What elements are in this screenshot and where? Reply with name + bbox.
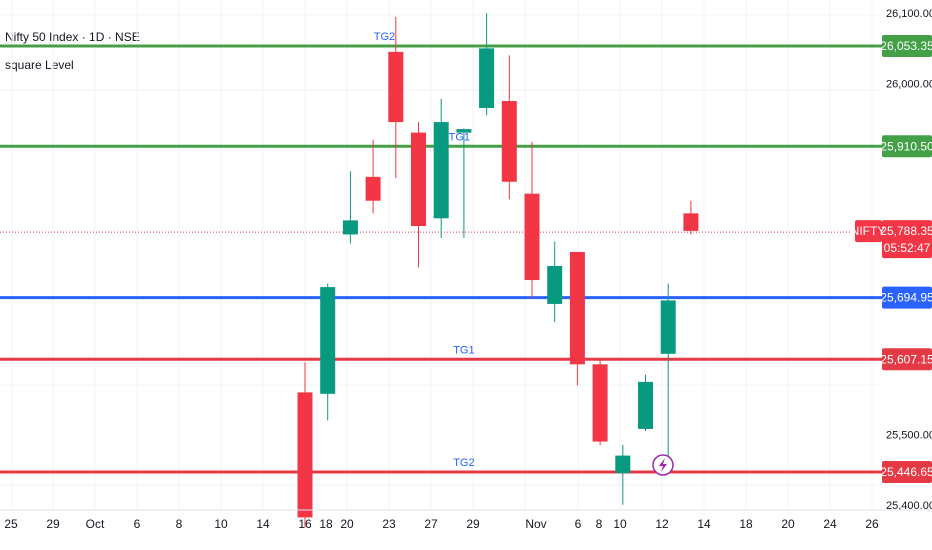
candle-body (638, 381, 653, 429)
x-tick-label: 12 (655, 517, 669, 531)
candle-body (342, 220, 358, 235)
y-tick-label: 26,000.00 (886, 78, 932, 90)
x-tick-label: 6 (134, 517, 141, 531)
x-tick-label: 10 (214, 517, 228, 531)
price-badge-label: 26,053.35 (880, 39, 932, 53)
x-tick-label: 14 (256, 517, 270, 531)
price-badge (882, 461, 932, 483)
x-tick-label: 20 (340, 517, 354, 531)
candle-body (547, 266, 563, 304)
price-badge (882, 348, 932, 371)
price-badge (882, 35, 932, 57)
price-badge-label: 25,910.50 (880, 139, 932, 153)
y-tick-label: 25,500.00 (886, 430, 932, 442)
x-tick-label: 18 (739, 517, 753, 531)
indicator-legend[interactable]: square Level (5, 58, 74, 72)
candle-body (297, 392, 313, 518)
grid (0, 0, 882, 510)
level-tag: TG1 (453, 344, 474, 356)
last-price-label: 25,788.35 (880, 224, 932, 238)
candles (297, 13, 699, 528)
candle-body (660, 300, 676, 354)
x-tick-label: 26 (865, 517, 879, 531)
x-tick-label: 27 (424, 517, 438, 531)
level-tag: TG2 (453, 457, 474, 469)
x-tick-label: 16 (298, 517, 312, 531)
level-tag: TG1 (449, 131, 470, 143)
x-tick-label: 23 (382, 517, 396, 531)
lightning-glyph (659, 458, 667, 472)
x-tick-label: 8 (176, 517, 183, 531)
x-tick-label: 20 (781, 517, 795, 531)
x-tick-label: 10 (613, 517, 627, 531)
x-tick-label: 29 (466, 517, 480, 531)
price-badge-label: 25,446.65 (880, 465, 932, 479)
candle-body (411, 132, 426, 226)
level-tag: TG2 (374, 31, 395, 43)
price-axis[interactable]: 26,100.00 26,000.00 25,500.00 25,400.00 (886, 8, 932, 512)
last-price-badge (882, 220, 932, 259)
countdown-label: 05:52:47 (884, 241, 931, 255)
price-badge-label: 25,607.15 (880, 352, 932, 366)
x-tick-label: 29 (46, 517, 60, 531)
candle-body (456, 129, 472, 133)
x-tick-label: Oct (86, 517, 105, 531)
x-tick-label: 24 (823, 517, 837, 531)
candle-body (479, 48, 495, 109)
price-badge (882, 286, 932, 309)
y-tick-label: 25,400.00 (886, 500, 932, 512)
x-tick-label: 18 (319, 517, 333, 531)
candle-body (501, 101, 517, 182)
candle-body (320, 287, 336, 394)
candle-body (592, 364, 608, 442)
candle-body (524, 193, 540, 281)
x-tick-label: 6 (575, 517, 582, 531)
x-tick-label: 14 (697, 517, 711, 531)
x-tick-label: Nov (525, 517, 546, 531)
candle-body (388, 51, 404, 123)
candle-body (615, 455, 631, 474)
candle-body (433, 122, 449, 219)
event-markers[interactable] (652, 454, 674, 476)
level-tags: TG2 TG1 TG1 TG2 (374, 31, 475, 469)
symbol-tag-label: NIFTY (851, 224, 886, 238)
chart-title: Nifty 50 Index · 1D · NSE (5, 30, 140, 44)
time-axis[interactable]: 25 29 Oct 6 8 10 14 16 18 20 23 27 29 Nov 6 8 10 12 14 18 20… (0, 509, 932, 531)
y-tick-label: 26,100.00 (886, 8, 932, 20)
candle-body (569, 251, 585, 365)
candle-body (365, 176, 381, 201)
x-tick-label: 8 (596, 517, 603, 531)
symbol-tag (855, 220, 882, 243)
price-badge-label: 25,694.95 (880, 291, 932, 305)
price-levels (0, 44, 882, 474)
price-badges: 26,053.35 25,910.50 25,694.95 25,607.15 25,4… (851, 35, 932, 483)
price-badge (882, 135, 932, 158)
candle-body (683, 213, 699, 231)
x-tick-label: 25 (4, 517, 18, 531)
